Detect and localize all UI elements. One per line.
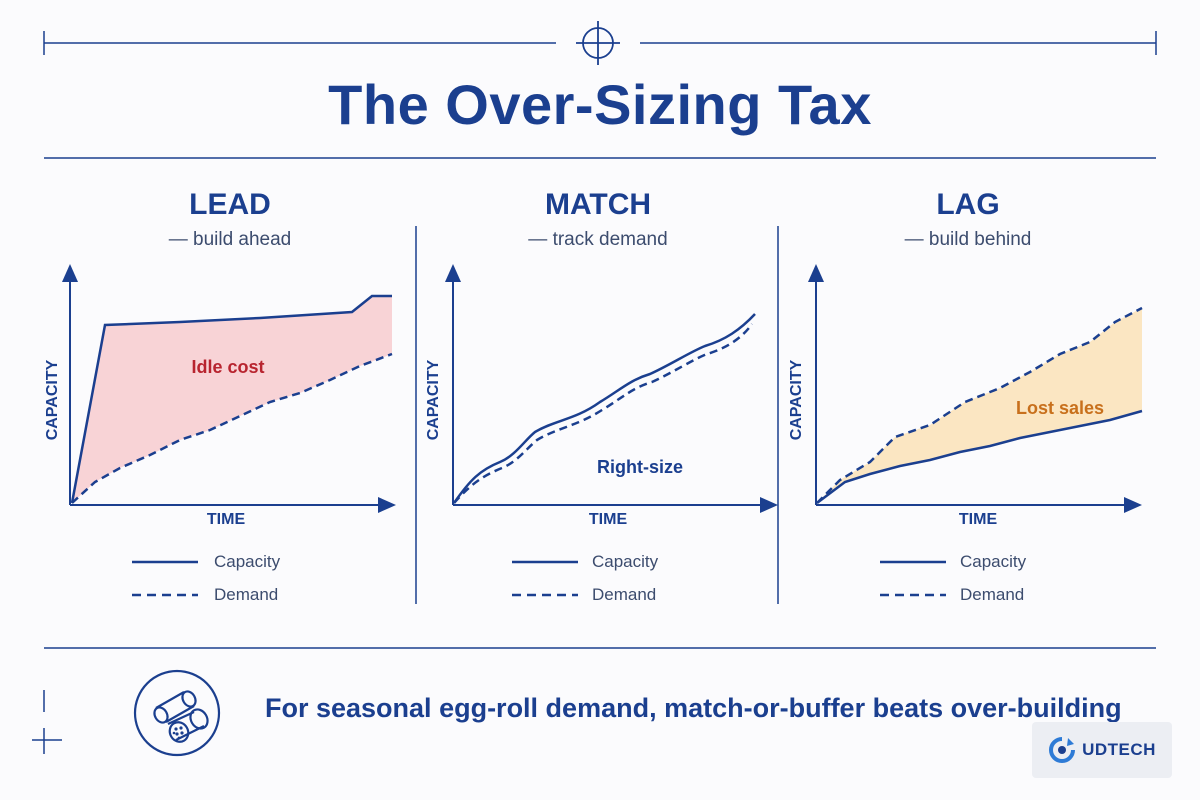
- legend-capacity-lead: Capacity: [214, 552, 281, 571]
- egg-roll-icon: [133, 669, 221, 757]
- x-axis-label-match: TIME: [588, 511, 628, 528]
- legend-demand-lag: Demand: [960, 585, 1025, 604]
- idle-cost-area: [72, 296, 392, 503]
- match-capacity-line: [452, 313, 756, 504]
- panel-subtitle-lag: — build behind: [904, 229, 1032, 250]
- crosshair-icon: [576, 21, 620, 65]
- chart-lead: [62, 264, 396, 513]
- y-axis-label-match: CAPACITY: [425, 359, 442, 441]
- lag-demand-line: [816, 306, 1143, 504]
- lost-sales-label: Lost sales: [1015, 398, 1105, 418]
- brand-name: UDTECH: [1082, 740, 1156, 759]
- chart-lag: [808, 264, 1143, 513]
- lead-demand-line: [71, 352, 393, 504]
- legend-capacity-lag: Capacity: [960, 552, 1027, 571]
- y-axis-label-lead: CAPACITY: [44, 359, 61, 441]
- page-title: The Over-Sizing Tax: [328, 73, 872, 136]
- lead-capacity-line: [70, 294, 392, 504]
- panel-heading-lag: LAG: [936, 188, 1000, 221]
- lost-sales-area: [817, 308, 1142, 503]
- panel-heading-lead: LEAD: [189, 188, 271, 221]
- panel-heading-match: MATCH: [544, 188, 652, 221]
- takeaway-text: For seasonal egg-roll demand, match-or-b…: [265, 693, 1122, 723]
- chart-match: [445, 264, 778, 513]
- legend-demand-match: Demand: [592, 585, 657, 604]
- lag-capacity-line: [816, 409, 1143, 504]
- x-axis-label-lead: TIME: [206, 511, 246, 528]
- y-axis-label-lag: CAPACITY: [788, 359, 805, 441]
- idle-cost-label: Idle cost: [191, 357, 265, 377]
- panel-subtitle-lead: — build ahead: [168, 229, 292, 250]
- legend-demand-lead: Demand: [214, 585, 279, 604]
- brand-badge: UDTECH: [1032, 722, 1172, 778]
- match-demand-line: [453, 323, 754, 504]
- gear-arrow-icon: [1049, 737, 1076, 763]
- x-axis-label-lag: TIME: [958, 511, 998, 528]
- right-size-label: Right-size: [596, 457, 683, 477]
- panel-subtitle-match: — track demand: [528, 229, 668, 250]
- legend-capacity-match: Capacity: [592, 552, 659, 571]
